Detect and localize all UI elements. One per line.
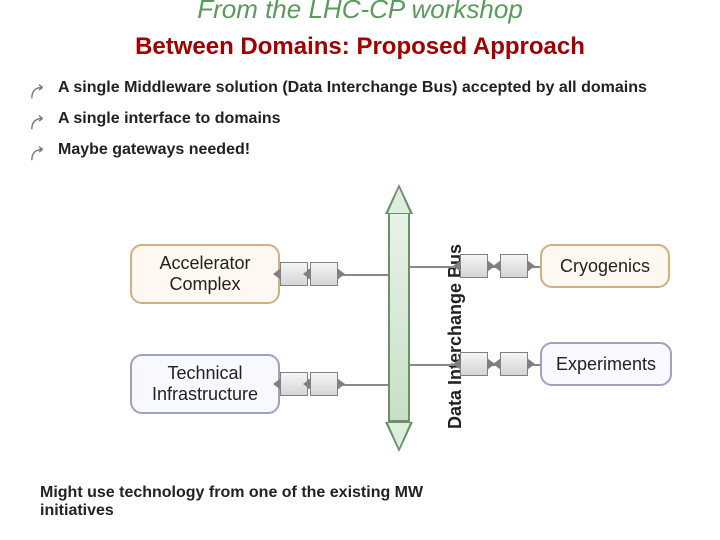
bullet-item: Maybe gateways needed! [30,141,690,162]
bus-bar [388,212,410,422]
gateway-box-icon [310,372,338,396]
bullet-curve-icon [30,113,48,131]
footer-note: Might use technology from one of the exi… [40,484,460,520]
gateway-box-icon [310,262,338,286]
bullet-text: A single interface to domains [58,110,281,128]
node-experiments: Experiments [540,342,672,386]
gateway-box-icon [460,254,488,278]
bullet-item: A single Middleware solution (Data Inter… [30,79,690,100]
diagram-area: Data Interchange BusAccelerator ComplexT… [0,204,720,474]
bus-arrow-up-fill-icon [388,188,410,213]
gateway-box-icon [460,352,488,376]
bullet-curve-icon [30,82,48,100]
bullet-text: Maybe gateways needed! [58,141,250,159]
supertitle: From the LHC-CP workshop [0,0,720,25]
node-cryogenics: Cryogenics [540,244,670,288]
bullet-curve-icon [30,144,48,162]
gateway-box-icon [500,352,528,376]
page-title: Between Domains: Proposed Approach [0,33,720,61]
bullet-item: A single interface to domains [30,110,690,131]
node-technical: Technical Infrastructure [130,354,280,414]
bullet-list: A single Middleware solution (Data Inter… [30,79,690,162]
gateway-box-icon [500,254,528,278]
bus-arrow-down-fill-icon [388,423,410,448]
bullet-text: A single Middleware solution (Data Inter… [58,79,647,97]
node-accelerator: Accelerator Complex [130,244,280,304]
